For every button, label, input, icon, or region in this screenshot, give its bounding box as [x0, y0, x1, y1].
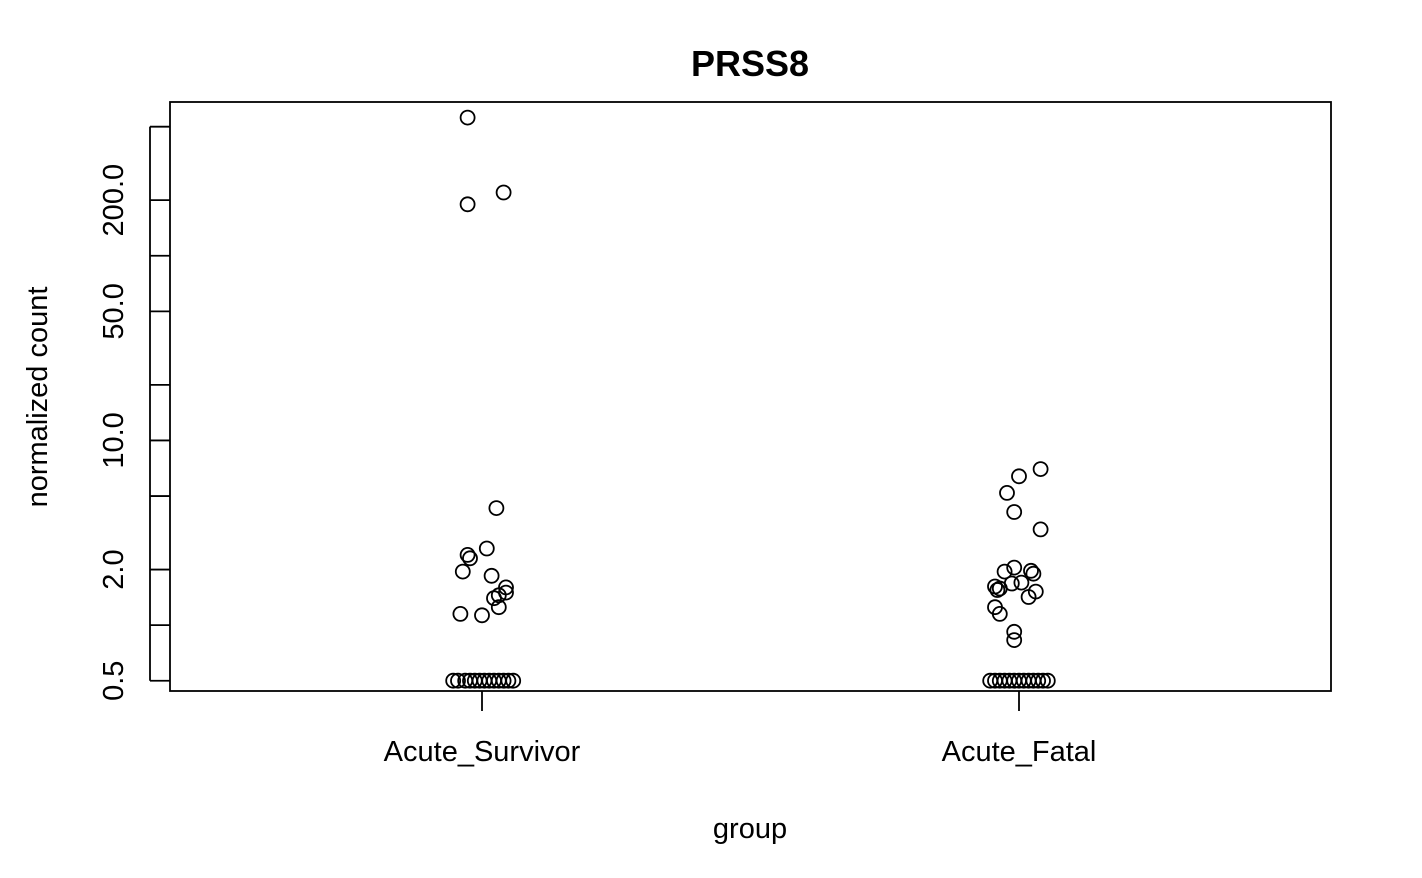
data-point: [1030, 672, 1047, 689]
data-point: [505, 672, 522, 689]
y-axis: 0.5 2.0 10.0 50.0 200.0: [98, 125, 170, 701]
data-point: [459, 547, 476, 563]
data-point: [450, 672, 466, 689]
data-point: [490, 599, 507, 616]
data-point: [1006, 559, 1023, 576]
data-point: [478, 540, 495, 557]
data-point: [483, 567, 500, 584]
y-tick-label: 200.0: [98, 164, 130, 237]
x-axis-label: group: [713, 813, 787, 845]
data-point: [495, 672, 512, 689]
data-point: [1039, 672, 1056, 689]
data-point: [1025, 565, 1042, 582]
data-point: [462, 550, 478, 567]
data-point: [1032, 461, 1049, 478]
data-point: [486, 590, 502, 607]
data-point: [1006, 623, 1023, 640]
data-point: [996, 563, 1013, 580]
data-point: [1006, 632, 1023, 648]
data-point: [1020, 589, 1037, 605]
y-tick-label: 2.0: [98, 549, 130, 589]
y-tick-label: 10.0: [98, 412, 130, 468]
data-point: [495, 184, 512, 201]
data-point: [1013, 574, 1030, 591]
data-point: [1032, 521, 1049, 538]
data-point: [989, 582, 1006, 598]
y-tick-label: 50.0: [98, 283, 130, 339]
data-point: [454, 563, 471, 580]
data-point: [1023, 562, 1039, 579]
data-point: [1035, 672, 1051, 689]
x-tick-label: Acute_Survivor: [384, 736, 581, 768]
y-axis-label: normalized count: [22, 287, 54, 508]
data-point: [1006, 504, 1023, 520]
data-point: [991, 580, 1008, 597]
data-points: [445, 109, 1056, 689]
plot-box: [169, 101, 1332, 692]
chart-title: PRSS8: [691, 43, 809, 84]
data-point: [459, 109, 476, 126]
data-point: [459, 196, 476, 213]
data-point: [488, 500, 505, 517]
data-point: [999, 484, 1015, 501]
data-point: [474, 607, 490, 624]
data-point: [445, 672, 462, 689]
x-axis: Acute_Survivor Acute_Fatal: [384, 691, 1097, 768]
data-point: [452, 606, 469, 622]
data-point: [1011, 468, 1027, 485]
x-tick-label: Acute_Fatal: [942, 736, 1097, 768]
data-point: [500, 672, 517, 689]
data-point: [991, 606, 1008, 622]
y-tick-label: 0.5: [98, 661, 130, 701]
